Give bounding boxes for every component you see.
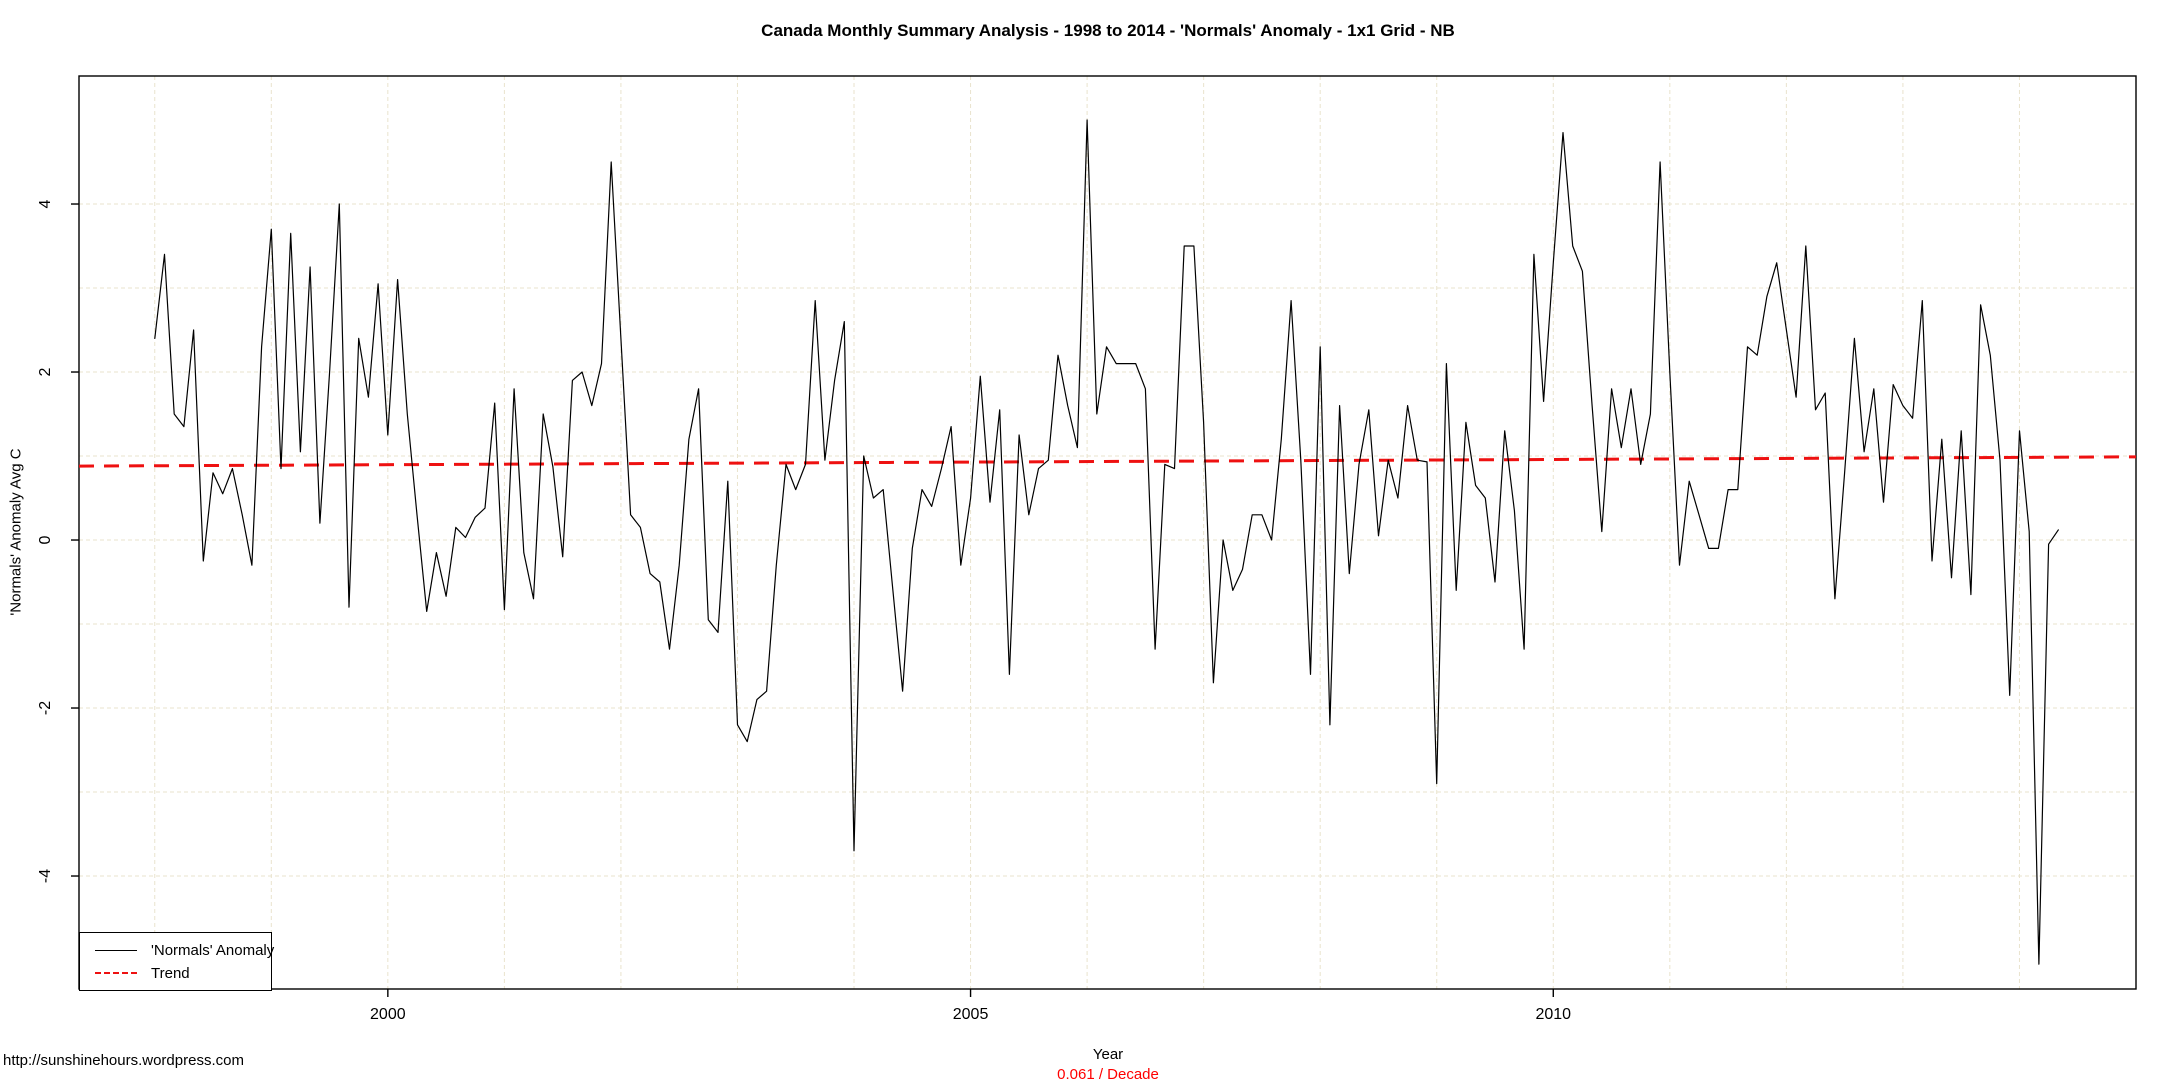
trend-line-sample-icon: [95, 972, 137, 974]
y-tick-label: 2: [37, 367, 54, 377]
anomaly-line-sample-icon: [95, 949, 137, 951]
legend-label-trend: Trend: [151, 964, 190, 982]
plot-border: [78, 75, 2137, 990]
y-tick-label: 4: [37, 199, 54, 209]
x-tick-label: 2000: [370, 1006, 406, 1023]
y-tick-label: -2: [37, 700, 54, 716]
x-axis-label: Year: [1092, 1046, 1124, 1063]
chart-title: Canada Monthly Summary Analysis - 1998 t…: [761, 21, 1455, 40]
trend-rate-label: 0.061 / Decade: [1057, 1066, 1159, 1083]
legend-entry-anomaly: 'Normals' Anomaly: [80, 940, 275, 960]
y-tick-label: 0: [37, 535, 54, 545]
trend-line: [78, 455, 2137, 468]
y-axis-label: 'Normals' Anomaly Avg C: [7, 448, 25, 616]
x-tick-label: 2005: [952, 1006, 989, 1023]
source-url: http://sunshinehours.wordpress.com: [3, 1052, 244, 1069]
x-tick-label: 2010: [1535, 1006, 1572, 1023]
legend: 'Normals' Anomaly Trend: [79, 932, 275, 991]
legend-label-anomaly: 'Normals' Anomaly: [151, 941, 275, 959]
anomaly-line: [154, 119, 2059, 965]
legend-entry-trend: Trend: [80, 963, 271, 983]
y-tick-label: -4: [37, 868, 54, 884]
